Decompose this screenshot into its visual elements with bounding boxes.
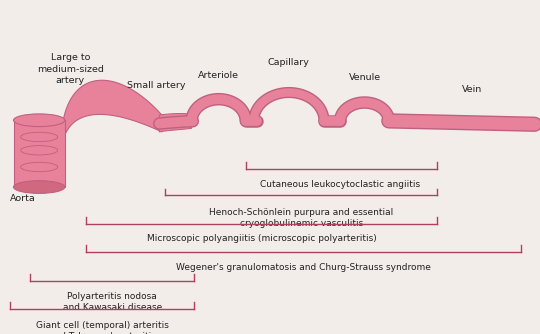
Ellipse shape xyxy=(14,114,65,127)
Text: Capillary: Capillary xyxy=(268,58,310,67)
Text: Small artery: Small artery xyxy=(127,81,186,90)
Text: Aorta: Aorta xyxy=(10,194,36,203)
Text: Venule: Venule xyxy=(348,73,381,82)
Text: Wegener's granulomatosis and Churg-Strauss syndrome: Wegener's granulomatosis and Churg-Strau… xyxy=(176,263,431,272)
Bar xyxy=(14,120,65,187)
Ellipse shape xyxy=(14,181,65,193)
Text: Giant cell (temporal) arteritis
and Takayasu's arteritis: Giant cell (temporal) arteritis and Taka… xyxy=(36,321,168,334)
Text: Vein: Vein xyxy=(462,85,483,94)
Text: Microscopic polyangiitis (microscopic polyarteritis): Microscopic polyangiitis (microscopic po… xyxy=(147,234,377,243)
Text: Large to
medium-sized
artery: Large to medium-sized artery xyxy=(37,53,104,85)
Text: Henoch-Schönlein purpura and essential
cryoglobulinemic vasculitis: Henoch-Schönlein purpura and essential c… xyxy=(209,208,394,228)
Text: Polyarteritis nodosa
and Kawasaki disease: Polyarteritis nodosa and Kawasaki diseas… xyxy=(63,292,162,312)
Text: Cutaneous leukocytoclastic angiitis: Cutaneous leukocytoclastic angiitis xyxy=(260,180,420,189)
Polygon shape xyxy=(159,114,192,132)
Text: Arteriole: Arteriole xyxy=(198,71,239,80)
Polygon shape xyxy=(62,80,162,144)
